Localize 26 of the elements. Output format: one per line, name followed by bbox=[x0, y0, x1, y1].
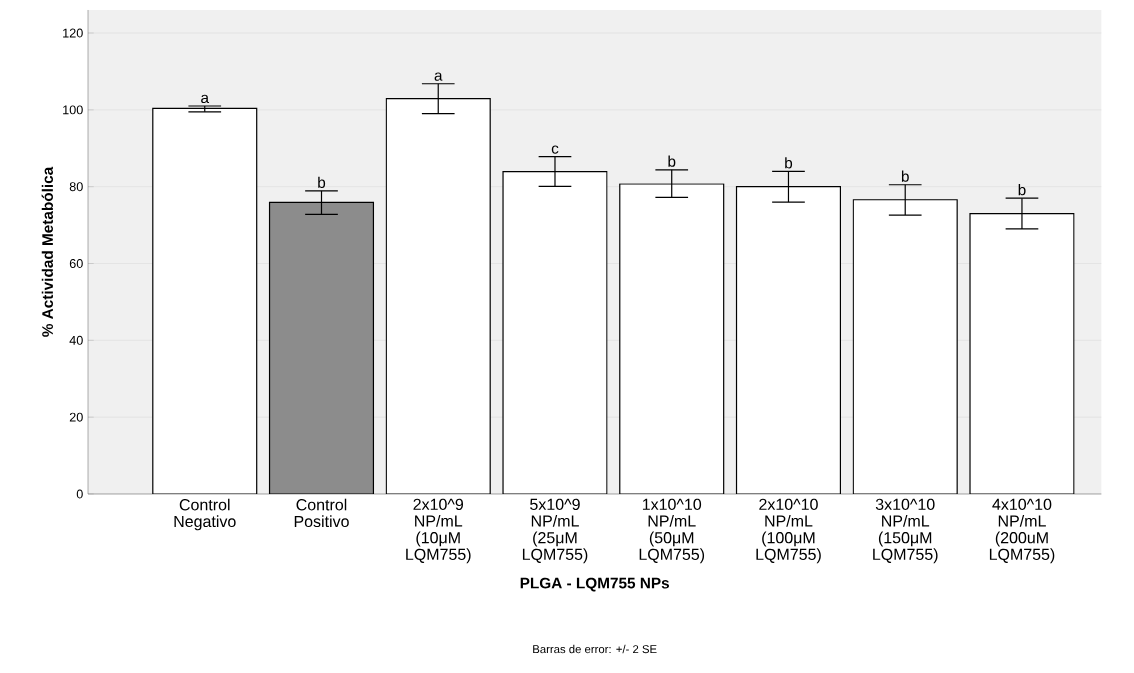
x-tick-label: Control Positivo bbox=[294, 498, 349, 528]
text: Barras de error: +/- 2 SE bbox=[533, 644, 657, 654]
y-tick-label: 120 bbox=[63, 28, 83, 38]
y-tick-label: 0 bbox=[76, 489, 83, 499]
y-tick-label: 40 bbox=[69, 335, 83, 345]
y-tick-label: 80 bbox=[69, 182, 83, 192]
annotation: b bbox=[668, 155, 676, 167]
y-tick-label: 20 bbox=[69, 412, 83, 422]
annotation: a bbox=[434, 72, 443, 81]
x-tick-label: 2x10^9 NP/mL (10μM LQM755) bbox=[406, 498, 471, 564]
annotation: a bbox=[201, 94, 210, 104]
annotation: c bbox=[551, 145, 559, 154]
x-tick-label: Control Negativo bbox=[174, 498, 236, 531]
annotation: b bbox=[785, 157, 793, 169]
x-tick-label: 1x10^10 NP/mL (50μM LQM755) bbox=[639, 498, 705, 564]
annotation: b bbox=[1018, 184, 1026, 196]
annotation: b bbox=[318, 176, 326, 188]
x-tick-label: 3x10^10 NP/mL (150μM LQM755) bbox=[873, 498, 938, 564]
y-tick-label: 100 bbox=[63, 105, 83, 115]
y-axis-title: % Actividad Metabólica bbox=[41, 166, 54, 337]
x-tick-label: 2x10^10 NP/mL (100μM LQM755) bbox=[756, 498, 821, 564]
x-tick-label: 5x10^9 NP/mL (25μM LQM755) bbox=[522, 498, 588, 564]
x-tick-label: 4x10^10 NP/mL (200uM LQM755) bbox=[989, 498, 1055, 564]
y-tick-label: 60 bbox=[69, 259, 83, 268]
x-axis-title: PLGA - LQM755 NPs bbox=[520, 577, 670, 592]
annotation: b bbox=[901, 170, 909, 182]
